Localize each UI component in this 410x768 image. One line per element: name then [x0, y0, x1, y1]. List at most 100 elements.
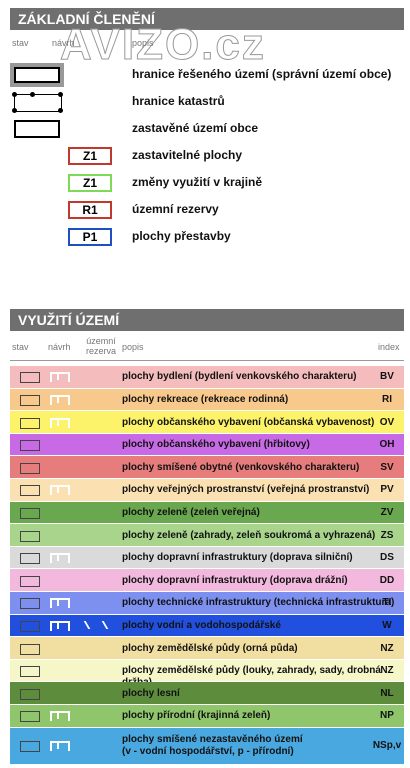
- row-index: SV: [380, 461, 394, 473]
- navrh-symbol: [50, 711, 70, 722]
- navrh-symbol: [50, 598, 70, 609]
- row-index: W: [382, 619, 392, 631]
- watermark: AVIZO.cz: [60, 20, 266, 70]
- row-index: PV: [380, 484, 394, 496]
- row-fill: [10, 682, 404, 704]
- row-label: plochy občanského vybavení (hřbitovy): [122, 439, 310, 451]
- row-fill: [10, 569, 404, 591]
- navrh-tick: [57, 741, 59, 750]
- rezerva-mark: [83, 620, 109, 629]
- row-index: NL: [380, 687, 394, 699]
- stav-swatch: [20, 394, 40, 406]
- row-label: plochy smíšené nezastavěného území: [122, 734, 303, 746]
- stav-swatch: [20, 711, 40, 723]
- row-fill: [10, 388, 404, 411]
- stav-swatch: [20, 643, 40, 655]
- stav-swatch: [20, 688, 40, 700]
- row-label: plochy bydlení (bydlení venkovského char…: [122, 371, 357, 383]
- stav-swatch: [20, 485, 40, 497]
- row-label: plochy smíšené obytné (venkovského chara…: [122, 461, 360, 473]
- row-index: NZ: [380, 642, 394, 654]
- column-header: stav: [12, 38, 29, 48]
- row-label: plochy dopravní infrastruktury (doprava …: [122, 552, 353, 564]
- row-fill: [10, 546, 404, 569]
- row-fill: [10, 433, 404, 456]
- navrh-tick: [57, 711, 59, 720]
- built-area-symbol: [14, 120, 60, 138]
- row-label: plochy rekreace (rekreace rodinná): [122, 393, 289, 405]
- navrh-tick: [57, 394, 59, 403]
- row-label: plochy občanského vybavení (občanská vyb…: [122, 416, 375, 428]
- navrh-symbol: [50, 394, 70, 405]
- navrh-tick: [57, 485, 59, 494]
- row-index: OH: [379, 439, 395, 451]
- row-fill: [10, 411, 404, 433]
- row-index: NP: [380, 710, 394, 722]
- row-label: plochy dopravní infrastruktury (doprava …: [122, 574, 348, 586]
- row-index: NZ: [380, 665, 394, 677]
- row-label: plochy technické infrastruktury (technic…: [122, 597, 395, 609]
- row-fill: [10, 637, 404, 659]
- row-index: NSp,v: [372, 740, 402, 752]
- item-label: územní rezervy: [132, 202, 219, 216]
- row-index: DD: [379, 574, 395, 586]
- section-title: VYUŽITÍ ÚZEMÍ: [10, 309, 404, 331]
- column-header: popis: [122, 342, 144, 352]
- row-fill: [10, 727, 404, 764]
- row-label: plochy zemědělské půdy (orná půda): [122, 642, 298, 654]
- row-index: DS: [380, 552, 394, 564]
- stav-swatch: [20, 620, 40, 632]
- row-label: plochy přírodní (krajinná zeleň): [122, 710, 271, 722]
- row-index: ZS: [380, 529, 394, 541]
- navrh-tick: [57, 372, 59, 381]
- column-header: návrh: [52, 38, 75, 48]
- stav-swatch: [20, 598, 40, 610]
- column-header: popis: [132, 38, 154, 48]
- stav-swatch: [20, 530, 40, 542]
- row-fill: [10, 705, 404, 727]
- column-header: návrh: [48, 342, 71, 352]
- row-index: RI: [382, 393, 392, 405]
- navrh-symbol: [50, 553, 70, 564]
- row-label: plochy vodní a vodohospodářské: [122, 619, 281, 631]
- stav-swatch: [20, 462, 40, 474]
- column-header: územní rezerva: [85, 336, 116, 356]
- code-box: Z1: [68, 147, 112, 165]
- dot: [58, 108, 63, 113]
- row-label: plochy zeleně (zeleň veřejná): [122, 506, 260, 518]
- dot: [58, 92, 63, 97]
- section-title: ZÁKLADNÍ ČLENĚNÍ: [10, 8, 404, 30]
- stav-swatch: [20, 553, 40, 565]
- stav-swatch: [20, 741, 40, 753]
- item-label: zastavitelné plochy: [132, 148, 243, 162]
- row-fill: [10, 614, 404, 637]
- row-label: plochy zeleně (zahrady, zeleň soukromá a…: [122, 529, 376, 541]
- row-index: TI: [382, 597, 392, 609]
- navrh-symbol: [50, 620, 70, 631]
- row-fill: [10, 456, 404, 478]
- header-rule: [10, 360, 404, 361]
- stav-swatch: [20, 417, 40, 429]
- code-box: Z1: [68, 174, 112, 192]
- navrh-symbol: [50, 417, 70, 428]
- stav-swatch: [20, 440, 40, 452]
- dot: [12, 108, 17, 113]
- item-label: plochy přestavby: [132, 229, 231, 243]
- row-fill: [10, 501, 404, 524]
- navrh-symbol: [50, 485, 70, 496]
- row-index: OV: [379, 416, 395, 428]
- row-fill: [10, 524, 404, 546]
- row-label: plochy lesní: [122, 687, 180, 699]
- column-header: index: [378, 342, 400, 352]
- item-label: hranice řešeného území (správní území ob…: [132, 67, 392, 81]
- stav-swatch: [20, 372, 40, 384]
- row-fill: [10, 366, 404, 388]
- boundary-symbol: [14, 67, 60, 83]
- stav-swatch: [20, 575, 40, 587]
- stav-swatch: [20, 507, 40, 519]
- row-fill: [10, 592, 404, 614]
- navrh-symbol: [50, 372, 70, 383]
- row-index: BV: [380, 371, 394, 383]
- boundary-symbol: [10, 63, 64, 87]
